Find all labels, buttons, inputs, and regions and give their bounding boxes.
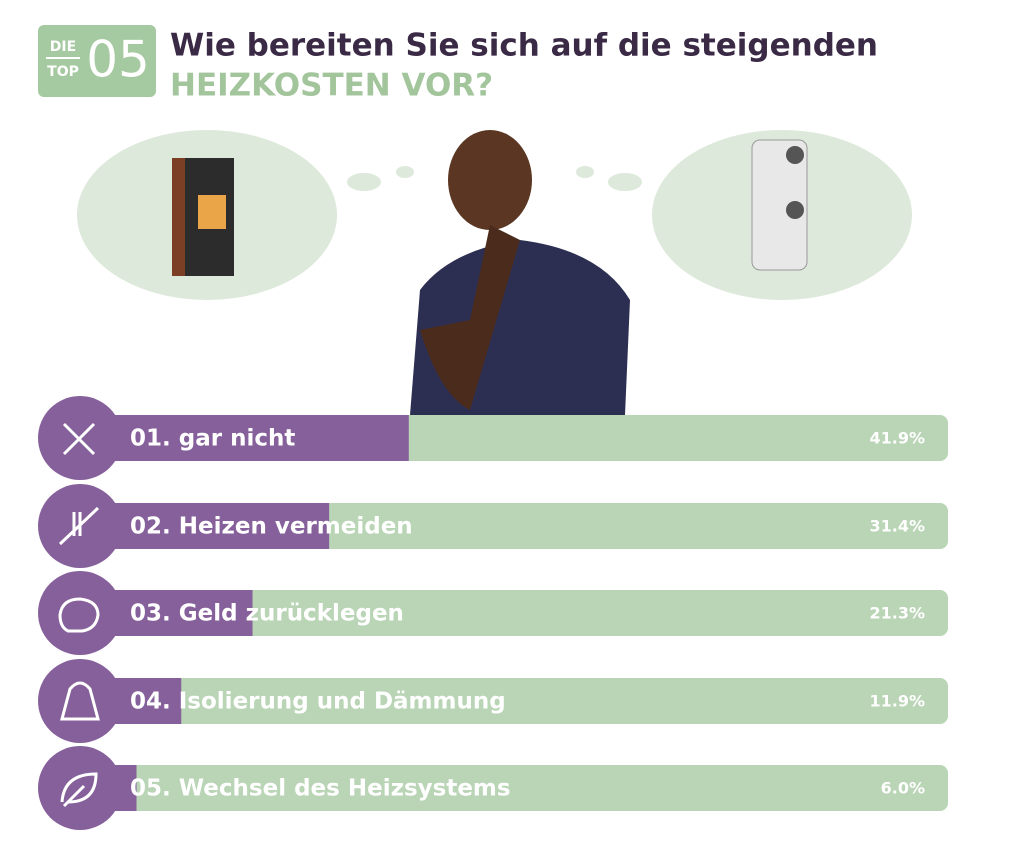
- bubble-dot: [608, 173, 642, 191]
- radiator: [751, 139, 808, 271]
- value-label: 11.9%: [869, 692, 925, 711]
- badge-bottom: TOP: [47, 64, 79, 80]
- bar-track: [91, 678, 948, 724]
- value-label: 31.4%: [869, 517, 925, 536]
- category-label: 03. Geld zurücklegen: [130, 601, 404, 627]
- category-label: 01. gar nicht: [130, 426, 295, 452]
- icon: [62, 422, 96, 456]
- bar-track: [91, 590, 948, 636]
- person-head: [448, 130, 532, 230]
- badge-box: [38, 25, 156, 97]
- bar-track: [91, 765, 948, 811]
- value-label: 6.0%: [881, 779, 925, 798]
- chart-subtitle: HEIZKOSTEN VOR?: [170, 68, 493, 104]
- chart-title: Wie bereiten Sie sich auf die steigenden: [170, 28, 878, 64]
- icon: [60, 772, 98, 808]
- radiator-knob: [786, 201, 804, 219]
- stove-fire: [198, 195, 226, 229]
- value-label: 41.9%: [869, 429, 925, 448]
- category-label: 05. Wechsel des Heizsystems: [130, 776, 511, 802]
- bar: [91, 503, 330, 549]
- icon: [60, 681, 100, 721]
- bar: [91, 415, 409, 461]
- bubble-dot: [347, 173, 381, 191]
- category-label: 04. Isolierung und Dämmung: [130, 689, 506, 715]
- icon: [58, 597, 100, 633]
- illustration: [77, 130, 912, 415]
- bubble-dot: [396, 166, 414, 178]
- icon: [58, 506, 100, 546]
- badge: DIE TOP 05: [38, 25, 156, 97]
- icon-circle: [38, 571, 122, 655]
- badge-number: 05: [86, 31, 150, 89]
- bubble-dot: [576, 166, 594, 178]
- value-label: 21.3%: [869, 604, 925, 623]
- person-arm: [420, 225, 520, 410]
- radiator-knob: [786, 146, 804, 164]
- category-label: 02. Heizen vermeiden: [130, 514, 413, 540]
- badge-top: DIE: [50, 39, 76, 55]
- icon-circle: [38, 659, 122, 743]
